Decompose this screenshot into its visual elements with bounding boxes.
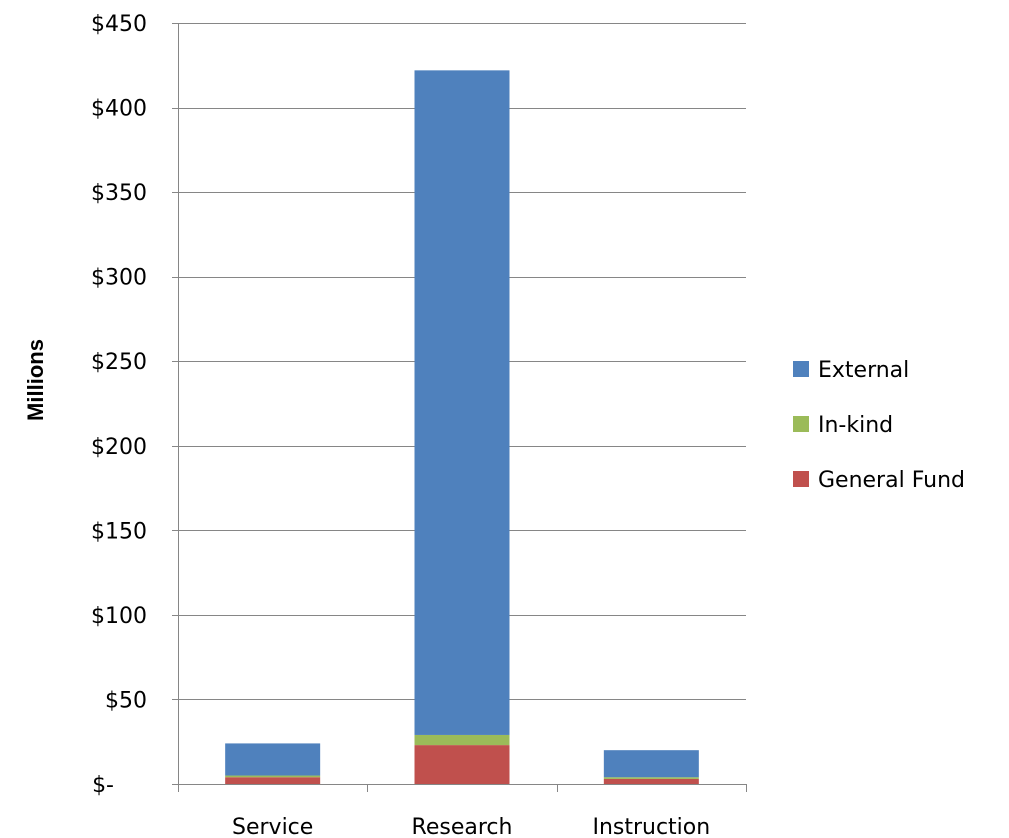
y-tick-label: $150 (91, 519, 147, 544)
bar-in-kind-instruction (603, 777, 699, 779)
bar-general-fund-instruction (603, 778, 699, 784)
bar-general-fund-research (414, 745, 510, 784)
legend: External In-kind General Fund (793, 358, 965, 493)
y-tick-label: $100 (91, 604, 147, 629)
x-tick-label: Instruction (592, 815, 710, 838)
x-tick-label: Research (412, 815, 513, 838)
y-tick-label: $50 (105, 688, 147, 713)
legend-swatch (793, 361, 809, 377)
legend-label: In-kind (818, 413, 893, 438)
bar-external-service (225, 743, 321, 776)
bars (225, 70, 699, 784)
legend-swatch (793, 471, 809, 487)
x-tick-label: Service (232, 815, 313, 838)
bar-external-instruction (603, 750, 699, 778)
y-tick-label: $250 (91, 350, 147, 375)
y-tick-label: $- (92, 773, 114, 798)
bar-external-research (414, 70, 510, 735)
y-tick-label: $300 (91, 266, 147, 291)
tick-labels: $- $50 $100 $150 $200 $250 $300 $350 $400 $450 Ser… (91, 12, 710, 838)
legend-label: External (818, 358, 909, 383)
y-axis-label: Millions (23, 339, 48, 421)
legend-swatch (793, 416, 809, 432)
axes (178, 23, 747, 792)
bar-general-fund-service (225, 777, 321, 784)
legend-label: General Fund (818, 468, 965, 493)
y-tick-label: $350 (91, 181, 147, 206)
bar-in-kind-service (225, 775, 321, 778)
y-tick-label: $200 (91, 435, 147, 460)
y-tick-label: $400 (91, 97, 147, 122)
bar-in-kind-research (414, 734, 510, 746)
y-tick-label: $450 (91, 12, 147, 37)
